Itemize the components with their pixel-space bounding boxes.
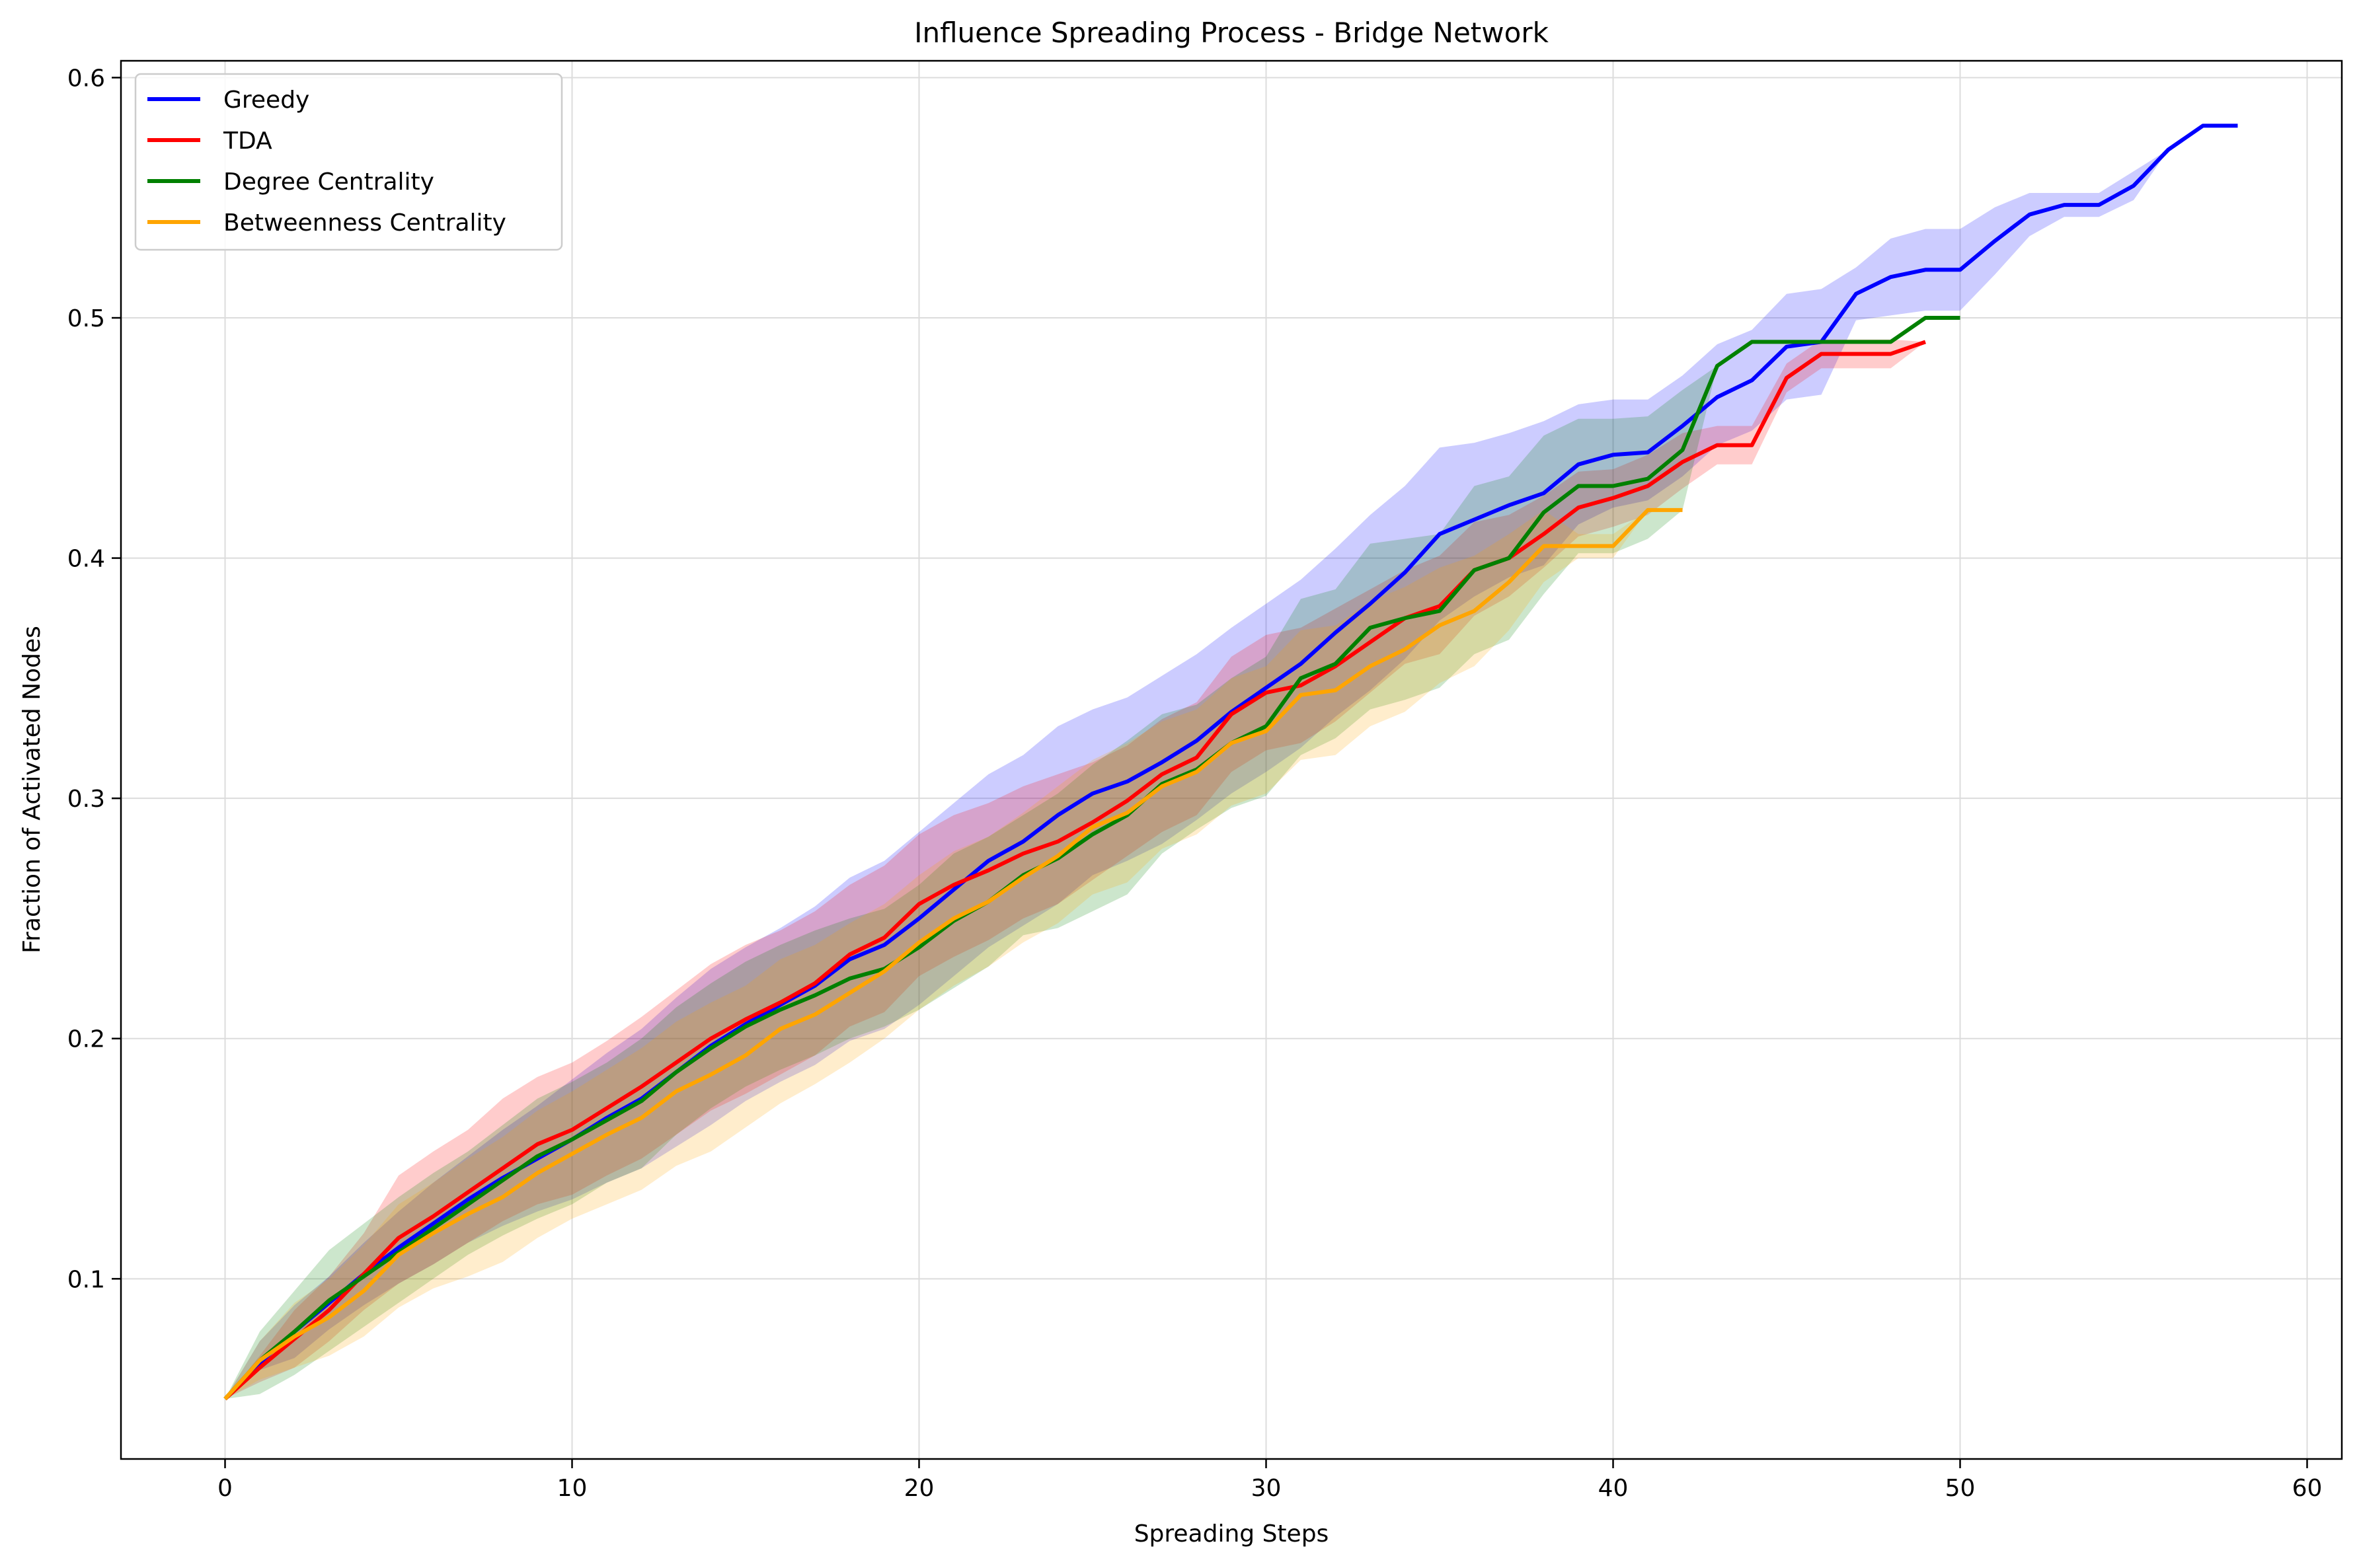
series-lines — [223, 124, 2238, 1401]
legend-label: Greedy — [223, 87, 309, 114]
legend-box — [134, 73, 563, 251]
x-axis-label: Spreading Steps — [1134, 1520, 1329, 1548]
confidence-band-0 — [225, 126, 2238, 1400]
x-tick-label: 0 — [217, 1475, 233, 1502]
series-line-1 — [223, 340, 1926, 1401]
plot-frame — [120, 59, 2343, 1460]
x-tick-label: 50 — [1945, 1475, 1976, 1502]
grid-lines — [121, 61, 2342, 1459]
axis-ticks: 0 10 20 30 40 50 60 0.1 0.2 0.3 0.4 0.5 0.6 — [67, 65, 2323, 1502]
x-tick-label: 20 — [904, 1475, 935, 1502]
x-tick-label: 30 — [1251, 1475, 1282, 1502]
y-tick-label: 0.5 — [67, 305, 105, 332]
legend-label: Betweenness Centrality — [223, 209, 506, 237]
y-tick-label: 0.6 — [67, 65, 105, 92]
confidence-band-3 — [225, 509, 1683, 1400]
series-line-2 — [223, 316, 1960, 1401]
y-tick-label: 0.2 — [67, 1026, 105, 1053]
y-axis-label: Fraction of Activated Nodes — [19, 626, 46, 953]
confidence-band-2 — [225, 318, 1960, 1400]
confidence-bands — [225, 126, 2238, 1400]
y-tick-label: 0.1 — [67, 1266, 105, 1293]
x-tick-label: 40 — [1598, 1475, 1629, 1502]
y-tick-label: 0.4 — [67, 546, 105, 573]
y-tick-label: 0.3 — [67, 786, 105, 813]
chart-title: Influence Spreading Process - Bridge Net… — [914, 17, 1549, 49]
x-tick-label: 60 — [2292, 1475, 2323, 1502]
legend: Greedy TDA Degree Centrality Betweenness Ce… — [134, 73, 563, 251]
legend-label: TDA — [223, 128, 272, 155]
series-line-3 — [223, 507, 1683, 1401]
x-tick-label: 10 — [557, 1475, 588, 1502]
confidence-band-1 — [225, 339, 1925, 1400]
legend-label: Degree Centrality — [223, 168, 434, 196]
